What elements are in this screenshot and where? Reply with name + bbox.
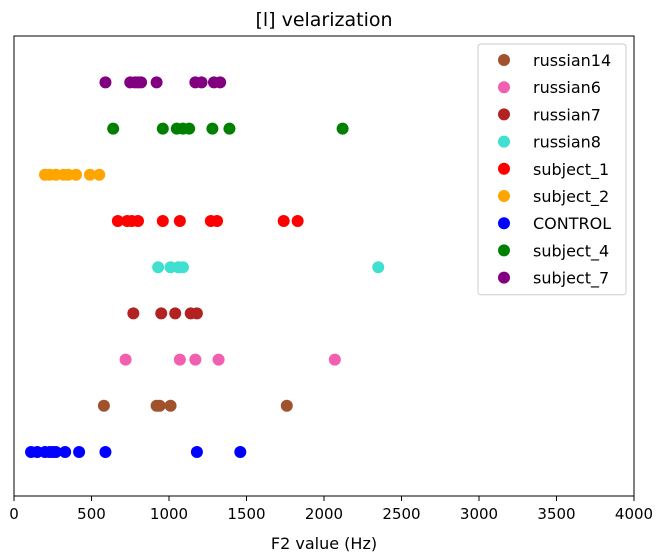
x-axis-label: F2 value (Hz) [271, 534, 377, 553]
legend-marker-subject_1 [498, 162, 510, 175]
data-point-russian8-0 [152, 261, 165, 274]
chart-title: [l] velarization [255, 9, 392, 31]
data-point-russian8-4 [372, 261, 385, 274]
series-subject_2 [39, 168, 106, 181]
data-point-subject_1-8 [277, 215, 290, 227]
legend-label-russian8: russian8 [533, 133, 601, 152]
legend-marker-subject_7 [498, 271, 510, 284]
legend: russian14 russian6 russian7 russian8 subject… [477, 43, 627, 296]
series-subject_7 [99, 76, 227, 89]
legend-label-subject_2: subject_2 [533, 187, 609, 207]
data-point-subject_4-5 [206, 122, 219, 135]
legend-marker-CONTROL [498, 217, 510, 230]
data-point-russian6-2 [189, 353, 202, 366]
x-tick-label: 2000 [305, 505, 343, 523]
series-russian14 [97, 399, 293, 412]
series-russian7 [127, 307, 203, 320]
series-CONTROL [25, 446, 247, 458]
x-tick-label: 3500 [537, 505, 575, 523]
legend-label-subject_1: subject_1 [533, 160, 609, 180]
series-russian6 [119, 353, 341, 366]
legend-marker-russian6 [498, 81, 510, 94]
data-point-russian14-0 [97, 399, 110, 412]
data-point-subject_1-4 [156, 215, 169, 227]
legend-box [477, 43, 627, 296]
x-tick-label: 4000 [615, 505, 653, 523]
legend-label-russian6: russian6 [533, 78, 601, 97]
data-point-subject_4-4 [183, 122, 196, 135]
data-point-subject_4-1 [156, 122, 169, 135]
data-point-russian6-4 [328, 353, 341, 366]
series-russian8 [152, 261, 385, 274]
legend-label-subject_4: subject_4 [533, 241, 609, 261]
data-point-subject_7-7 [195, 76, 208, 89]
data-point-subject_2-6 [83, 168, 96, 181]
legend-marker-subject_2 [498, 190, 510, 202]
data-point-russian14-3 [164, 399, 177, 412]
data-point-subject_7-5 [150, 76, 163, 89]
legend-marker-russian14 [498, 54, 510, 66]
legend-label-russian7: russian7 [533, 105, 601, 124]
data-point-CONTROL-7 [73, 446, 86, 458]
data-point-russian6-3 [212, 353, 225, 366]
data-point-russian7-1 [155, 307, 168, 320]
x-tick-label: 500 [77, 505, 106, 523]
series-subject_1 [111, 215, 304, 227]
legend-label-russian14: russian14 [533, 51, 611, 70]
data-point-russian6-1 [173, 353, 186, 366]
x-tick-label: 3000 [460, 505, 498, 523]
legend-marker-russian7 [498, 108, 510, 121]
data-point-subject_2-5 [70, 168, 82, 181]
data-point-subject_1-9 [291, 215, 304, 227]
data-point-subject_1-3 [132, 215, 144, 227]
data-point-subject_1-7 [211, 215, 224, 227]
x-tick-label: 1000 [150, 505, 188, 523]
x-axis: 0 500 1000 1500 2000 2500 3000 3500 4000 [9, 496, 653, 523]
series-subject_4 [107, 122, 349, 135]
data-point-subject_4-7 [336, 122, 349, 135]
data-point-russian14-2 [153, 399, 166, 412]
data-point-CONTROL-8 [99, 446, 112, 458]
data-point-russian6-0 [119, 353, 132, 366]
data-point-subject_1-0 [111, 215, 124, 227]
data-point-subject_7-9 [214, 76, 227, 89]
legend-marker-subject_4 [498, 244, 510, 257]
data-point-subject_7-0 [99, 76, 112, 89]
legend-label-subject_7: subject_7 [533, 269, 609, 289]
data-point-subject_4-6 [223, 122, 236, 135]
data-point-russian7-0 [127, 307, 140, 320]
data-points [25, 76, 385, 458]
data-point-subject_4-0 [107, 122, 120, 135]
data-point-CONTROL-10 [234, 446, 247, 458]
data-point-russian8-3 [176, 261, 189, 274]
data-point-russian7-2 [169, 307, 182, 320]
data-point-russian7-4 [190, 307, 203, 320]
data-point-CONTROL-6 [59, 446, 72, 458]
data-point-CONTROL-9 [190, 446, 203, 458]
data-point-subject_7-4 [135, 76, 148, 89]
x-tick-label: 1500 [227, 505, 265, 523]
data-point-russian14-4 [280, 399, 293, 412]
legend-label-CONTROL: CONTROL [533, 214, 611, 233]
x-tick-label: 0 [9, 505, 19, 523]
legend-marker-russian8 [498, 135, 510, 148]
data-point-CONTROL-5 [49, 446, 62, 458]
x-tick-label: 2500 [382, 505, 420, 523]
data-point-subject_2-7 [93, 168, 106, 181]
data-point-subject_1-5 [173, 215, 186, 227]
